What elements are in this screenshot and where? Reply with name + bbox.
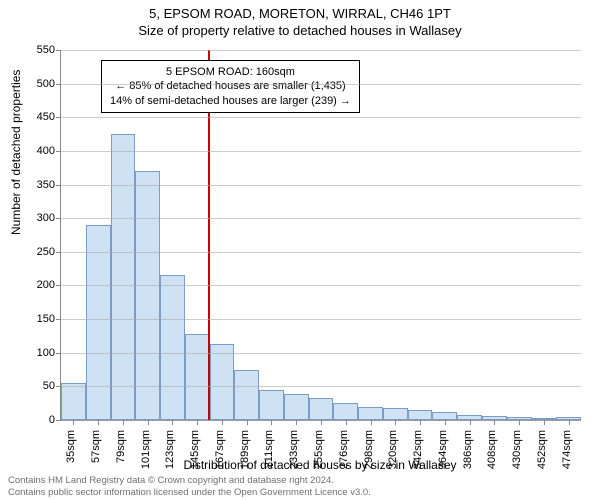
grid-line [61,218,581,219]
grid-line [61,285,581,286]
grid-line [61,117,581,118]
y-tick-mark [56,319,61,320]
x-tick-mark [569,420,570,425]
x-tick-mark [395,420,396,425]
footer-attribution: Contains HM Land Registry data © Crown c… [8,475,371,498]
x-tick-mark [445,420,446,425]
y-tick-label: 100 [37,347,55,359]
x-tick-mark [247,420,248,425]
footer-line2: Contains public sector information licen… [8,487,371,498]
x-tick-mark [172,420,173,425]
histogram-bar [432,412,457,420]
histogram-bar [284,394,309,420]
grid-line [61,319,581,320]
y-tick-mark [56,252,61,253]
grid-line [61,353,581,354]
x-axis-label: Distribution of detached houses by size … [60,458,580,472]
annotation-line: 14% of semi-detached houses are larger (… [110,94,351,108]
y-tick-label: 450 [37,111,55,123]
x-tick-mark [73,420,74,425]
y-tick-mark [56,386,61,387]
title-line2: Size of property relative to detached ho… [0,23,600,40]
x-tick-mark [222,420,223,425]
histogram-bar [160,275,185,420]
y-tick-label: 200 [37,279,55,291]
y-tick-label: 400 [37,145,55,157]
annotation-box: 5 EPSOM ROAD: 160sqm← 85% of detached ho… [101,60,360,113]
histogram-bar [210,344,235,420]
histogram-bar [135,171,160,420]
annotation-line: 5 EPSOM ROAD: 160sqm [110,65,351,79]
grid-line [61,252,581,253]
y-tick-mark [56,353,61,354]
histogram-bar [383,408,408,420]
grid-line [61,185,581,186]
x-tick-mark [494,420,495,425]
y-tick-mark [56,218,61,219]
histogram-bar [111,134,136,420]
histogram-bar [408,410,433,420]
y-tick-mark [56,151,61,152]
x-tick-mark [371,420,372,425]
x-tick-mark [519,420,520,425]
title-line1: 5, EPSOM ROAD, MORETON, WIRRAL, CH46 1PT [0,6,600,23]
y-tick-mark [56,285,61,286]
y-tick-label: 300 [37,212,55,224]
grid-line [61,386,581,387]
x-tick-mark [470,420,471,425]
histogram-bar [185,334,210,420]
x-tick-mark [321,420,322,425]
x-tick-mark [197,420,198,425]
x-tick-mark [346,420,347,425]
histogram-bar [333,403,358,420]
grid-line [61,84,581,85]
y-tick-mark [56,420,61,421]
histogram-bar [358,407,383,420]
y-tick-mark [56,84,61,85]
y-tick-label: 500 [37,78,55,90]
footer-line1: Contains HM Land Registry data © Crown c… [8,475,371,486]
grid-line [61,151,581,152]
chart-container: 5, EPSOM ROAD, MORETON, WIRRAL, CH46 1PT… [0,0,600,500]
y-tick-label: 350 [37,179,55,191]
annotation-line: ← 85% of detached houses are smaller (1,… [110,79,351,93]
y-tick-label: 550 [37,44,55,56]
x-tick-mark [98,420,99,425]
grid-line [61,50,581,51]
y-tick-label: 0 [49,414,55,426]
y-tick-mark [56,185,61,186]
x-tick-mark [296,420,297,425]
histogram-bar [86,225,111,420]
y-tick-label: 250 [37,246,55,258]
histogram-bar [234,370,259,420]
title-block: 5, EPSOM ROAD, MORETON, WIRRAL, CH46 1PT… [0,0,600,40]
x-tick-mark [271,420,272,425]
x-tick-mark [420,420,421,425]
y-tick-label: 150 [37,313,55,325]
y-tick-mark [56,50,61,51]
histogram-bar [309,398,334,420]
x-tick-mark [123,420,124,425]
x-tick-mark [544,420,545,425]
histogram-bar [61,383,86,420]
y-tick-mark [56,117,61,118]
histogram-bar [259,390,284,420]
y-tick-label: 50 [43,380,55,392]
x-tick-mark [148,420,149,425]
plot-area: 5 EPSOM ROAD: 160sqm← 85% of detached ho… [60,50,581,421]
y-axis-label: Number of detached properties [9,70,23,235]
